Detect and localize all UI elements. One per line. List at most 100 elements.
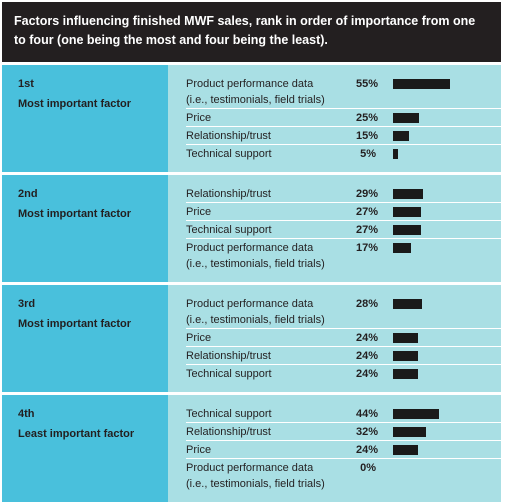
group-header: 4th Least important factor	[2, 395, 168, 502]
bar-cell	[376, 330, 473, 346]
factor-row: Technical support 44%	[186, 405, 501, 423]
percent-label: 24%	[356, 368, 379, 380]
factor-row: Relationship/trust 15%	[186, 127, 501, 145]
group-rows: Relationship/trust 29% Price 27% Technical s…	[168, 175, 501, 282]
factor-row: Price 24%	[186, 441, 501, 459]
group-rows: Technical support 44% Relationship/trust 32…	[168, 395, 501, 502]
bar-cell	[376, 406, 473, 422]
factor-cell: Technical support	[186, 406, 356, 422]
group: 2nd Most important factor Relationship/tru…	[2, 175, 501, 282]
factor-cell: Price	[186, 204, 356, 220]
bar	[393, 333, 418, 343]
factor-cell: Price	[186, 330, 356, 346]
bar	[393, 79, 451, 89]
factor-cell: Technical support	[186, 366, 356, 382]
factor-row: Price 25%	[186, 109, 501, 127]
percent-label: 29%	[356, 188, 379, 200]
factor-row: Product performance data (i.e., testimoni…	[186, 239, 501, 272]
factor-row: Relationship/trust 24%	[186, 347, 501, 365]
factor-detail: (i.e., testimonials, field trials)	[186, 94, 325, 106]
factor-row: Technical support 24%	[186, 365, 501, 382]
group-rows: Product performance data (i.e., testimoni…	[168, 285, 501, 392]
percent-label: 55%	[356, 78, 379, 90]
bar-cell	[376, 146, 473, 162]
bar	[393, 225, 422, 235]
bar	[393, 299, 423, 309]
factor-name: Product performance data	[186, 242, 314, 254]
factor-detail: (i.e., testimonials, field trials)	[186, 478, 325, 490]
factor-name: Product performance data	[186, 78, 314, 90]
factor-name: Price	[186, 112, 212, 124]
bar	[393, 445, 418, 455]
group: 1st Most important factor Product performa…	[2, 65, 501, 172]
factor-cell: Relationship/trust	[186, 424, 356, 440]
factor-cell: Product performance data (i.e., testimoni…	[186, 76, 356, 108]
rank-label: Least important factor	[18, 428, 135, 440]
group-header: 2nd Most important factor	[2, 175, 168, 282]
factor-name: Relationship/trust	[186, 350, 271, 362]
groups: 1st Most important factor Product performa…	[2, 65, 501, 502]
factor-row: Technical support 27%	[186, 221, 501, 239]
bar-cell	[376, 366, 473, 382]
percent-label: 27%	[356, 206, 379, 218]
group: 4th Least important factor Technical suppo…	[2, 395, 501, 502]
factor-detail: (i.e., testimonials, field trials)	[186, 258, 325, 270]
factor-name: Product performance data	[186, 298, 314, 310]
bar-cell	[376, 186, 473, 202]
rank-label: Most important factor	[18, 318, 132, 330]
factor-cell: Product performance data (i.e., testimoni…	[186, 460, 356, 492]
percent-label: 24%	[356, 332, 379, 344]
percent-label: 27%	[356, 224, 379, 236]
factor-row: Relationship/trust 32%	[186, 423, 501, 441]
factor-cell: Relationship/trust	[186, 128, 356, 144]
factor-row: Product performance data (i.e., testimoni…	[186, 459, 501, 492]
bar	[393, 369, 418, 379]
factor-cell: Technical support	[186, 222, 356, 238]
percent-label: 32%	[356, 426, 379, 438]
bar-cell	[376, 110, 473, 126]
percent-label: 28%	[356, 298, 379, 310]
factor-cell: Product performance data (i.e., testimoni…	[186, 240, 356, 272]
factor-name: Technical support	[186, 408, 272, 420]
group-rows: Product performance data (i.e., testimoni…	[168, 65, 501, 172]
factor-row: Price 27%	[186, 203, 501, 221]
group-header: 3rd Most important factor	[2, 285, 168, 392]
bar	[393, 243, 411, 253]
bar-cell	[376, 460, 473, 492]
percent-label: 24%	[356, 444, 379, 456]
rank: 1st	[18, 78, 34, 90]
factor-row: Relationship/trust 29%	[186, 185, 501, 203]
percent-label: 0%	[360, 462, 376, 474]
bar	[393, 189, 424, 199]
percent-label: 24%	[356, 350, 379, 362]
factor-cell: Relationship/trust	[186, 348, 356, 364]
factor-detail: (i.e., testimonials, field trials)	[186, 314, 325, 326]
factor-cell: Relationship/trust	[186, 186, 356, 202]
factor-row: Product performance data (i.e., testimoni…	[186, 75, 501, 109]
factor-name: Technical support	[186, 224, 272, 236]
rank-label: Most important factor	[18, 98, 132, 110]
factor-name: Technical support	[186, 148, 272, 160]
factor-name: Price	[186, 206, 212, 218]
percent-label: 44%	[356, 408, 379, 420]
rank: 3rd	[18, 298, 36, 310]
bar-cell	[376, 128, 473, 144]
factor-name: Relationship/trust	[186, 188, 271, 200]
factor-cell: Price	[186, 442, 356, 458]
group-header: 1st Most important factor	[2, 65, 168, 172]
factor-name: Price	[186, 444, 212, 456]
bar-cell	[376, 348, 473, 364]
bar	[393, 131, 409, 141]
factor-name: Price	[186, 332, 212, 344]
title: Factors influencing finished MWF sales, …	[2, 2, 501, 62]
bar-cell	[376, 222, 473, 238]
percent-label: 17%	[356, 242, 379, 254]
bar	[393, 149, 399, 159]
factor-row: Technical support 5%	[186, 145, 501, 162]
bar-cell	[376, 204, 473, 220]
factor-row: Product performance data (i.e., testimoni…	[186, 295, 501, 329]
bar-cell	[376, 296, 473, 328]
bar	[393, 207, 422, 217]
bar-cell	[376, 442, 473, 458]
